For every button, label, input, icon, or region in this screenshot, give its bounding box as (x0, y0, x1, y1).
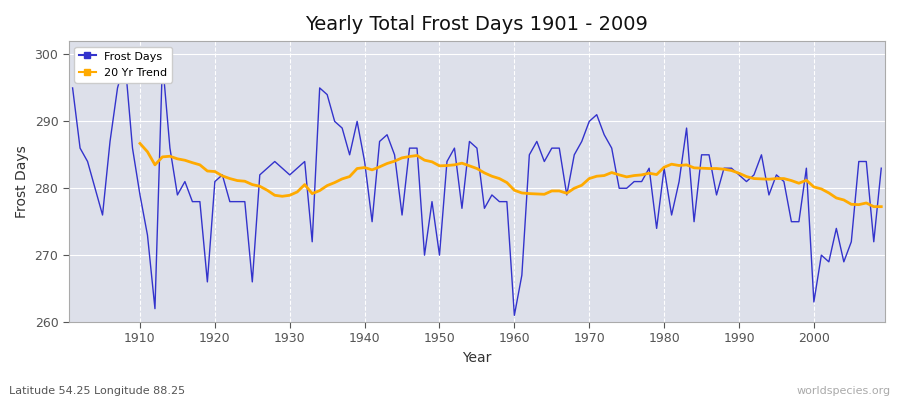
Text: Latitude 54.25 Longitude 88.25: Latitude 54.25 Longitude 88.25 (9, 386, 185, 396)
Y-axis label: Frost Days: Frost Days (15, 145, 29, 218)
Legend: Frost Days, 20 Yr Trend: Frost Days, 20 Yr Trend (75, 47, 172, 83)
X-axis label: Year: Year (463, 351, 491, 365)
Text: worldspecies.org: worldspecies.org (796, 386, 891, 396)
Title: Yearly Total Frost Days 1901 - 2009: Yearly Total Frost Days 1901 - 2009 (305, 15, 648, 34)
